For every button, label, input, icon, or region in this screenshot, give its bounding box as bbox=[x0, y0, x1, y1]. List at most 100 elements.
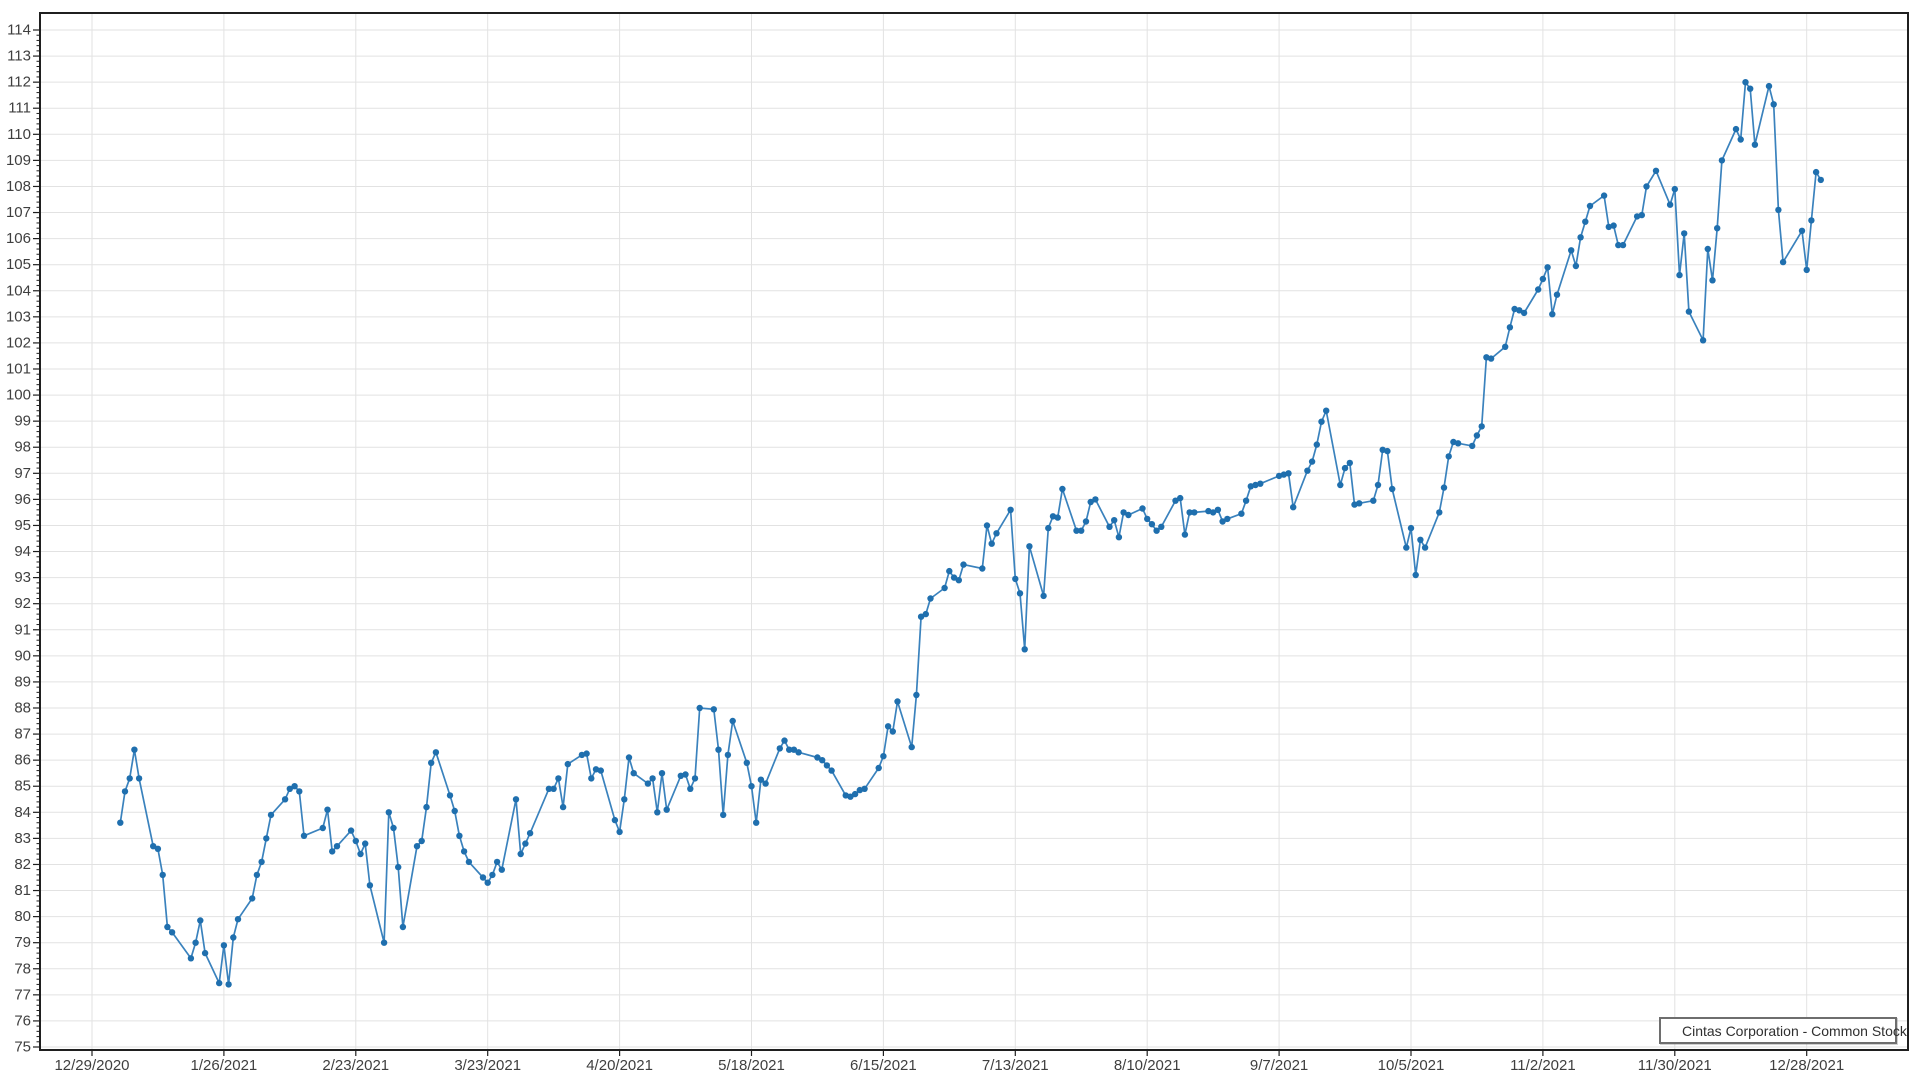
data-point-marker bbox=[654, 809, 661, 816]
data-point-marker bbox=[333, 843, 341, 850]
data-point-marker bbox=[1600, 192, 1608, 199]
data-point-marker bbox=[1582, 218, 1589, 225]
data-point-marker bbox=[814, 754, 821, 761]
data-point-marker bbox=[352, 837, 359, 845]
y-tick-label: 87 bbox=[14, 726, 31, 743]
data-point-marker bbox=[187, 955, 195, 962]
data-point-marker bbox=[1568, 247, 1575, 254]
data-point-marker bbox=[1577, 234, 1584, 241]
x-tick-label: 8/10/2021 bbox=[1114, 1057, 1181, 1074]
data-point-marker bbox=[1177, 494, 1184, 502]
x-tick-label: 10/5/2021 bbox=[1378, 1057, 1445, 1074]
data-point-marker bbox=[960, 561, 967, 568]
data-point-marker bbox=[1445, 453, 1452, 460]
y-tick-label: 88 bbox=[14, 699, 31, 716]
data-point-marker bbox=[795, 749, 802, 756]
y-tick-label: 104 bbox=[6, 282, 31, 299]
data-point-marker bbox=[296, 788, 303, 795]
data-point-marker bbox=[1412, 571, 1419, 579]
y-tick-label: 94 bbox=[14, 543, 31, 560]
x-tick-label: 7/13/2021 bbox=[982, 1057, 1049, 1074]
data-point-marker bbox=[1775, 206, 1782, 214]
data-point-marker bbox=[1553, 291, 1561, 298]
legend[interactable]: Cintas Corporation - Common Stock bbox=[1659, 1017, 1907, 1044]
data-point-marker bbox=[1092, 496, 1099, 503]
y-tick-label: 103 bbox=[6, 308, 31, 325]
data-point-marker bbox=[644, 780, 652, 787]
data-point-marker bbox=[1770, 101, 1777, 108]
data-point-marker bbox=[1779, 258, 1787, 266]
data-point-marker bbox=[1417, 536, 1424, 543]
data-point-marker bbox=[1535, 286, 1542, 293]
data-point-marker bbox=[917, 613, 925, 620]
y-tick-label: 89 bbox=[14, 673, 31, 690]
data-point-marker bbox=[1106, 523, 1113, 530]
data-point-marker bbox=[720, 811, 727, 819]
data-point-marker bbox=[682, 771, 689, 778]
data-point-marker bbox=[135, 775, 143, 782]
y-tick-label: 78 bbox=[14, 960, 31, 977]
data-point-marker bbox=[493, 858, 501, 866]
data-point-marker bbox=[583, 750, 590, 757]
data-point-marker bbox=[625, 754, 633, 761]
y-tick-label: 84 bbox=[14, 804, 31, 821]
data-point-marker bbox=[1209, 509, 1217, 516]
data-point-marker bbox=[418, 837, 425, 845]
data-point-marker bbox=[479, 874, 487, 881]
data-point-marker bbox=[993, 530, 1000, 537]
data-point-marker bbox=[1346, 459, 1354, 467]
y-tick-label: 92 bbox=[14, 595, 31, 612]
data-point-marker bbox=[192, 939, 199, 946]
data-point-marker bbox=[1808, 217, 1815, 224]
data-point-marker bbox=[362, 840, 369, 847]
y-tick-label: 79 bbox=[14, 934, 31, 951]
data-point-marker bbox=[696, 704, 703, 712]
data-point-marker bbox=[1718, 157, 1726, 164]
data-point-marker bbox=[267, 811, 275, 819]
x-tick-label: 11/2/2021 bbox=[1510, 1057, 1576, 1074]
data-point-marker bbox=[555, 775, 562, 782]
data-point-marker bbox=[1638, 211, 1646, 219]
y-tick-label: 100 bbox=[6, 387, 31, 404]
y-tick-label: 109 bbox=[6, 152, 31, 169]
data-point-marker bbox=[946, 567, 953, 575]
data-point-marker bbox=[1709, 277, 1716, 284]
data-point-marker bbox=[197, 917, 204, 924]
data-point-marker bbox=[588, 775, 595, 782]
data-point-marker bbox=[216, 979, 223, 987]
y-tick-label: 105 bbox=[6, 256, 31, 273]
data-point-marker bbox=[484, 879, 491, 886]
data-point-marker bbox=[1751, 141, 1759, 148]
data-point-marker bbox=[1454, 440, 1462, 447]
data-point-marker bbox=[658, 770, 666, 777]
data-point-marker bbox=[1073, 527, 1080, 534]
data-point-marker bbox=[465, 858, 473, 866]
data-point-marker bbox=[1676, 271, 1683, 279]
data-point-marker bbox=[1139, 505, 1146, 512]
y-tick-label: 90 bbox=[14, 647, 31, 664]
data-point-marker bbox=[1158, 523, 1165, 530]
data-point-marker bbox=[324, 806, 331, 813]
data-point-marker bbox=[1323, 407, 1330, 414]
data-point-marker bbox=[663, 806, 670, 813]
data-point-marker bbox=[1478, 423, 1485, 430]
data-point-marker bbox=[1007, 506, 1014, 513]
data-point-marker bbox=[428, 759, 435, 766]
data-point-marker bbox=[258, 858, 265, 866]
data-point-marker bbox=[828, 767, 835, 774]
data-point-marker bbox=[366, 882, 374, 889]
data-point-marker bbox=[1473, 432, 1481, 439]
data-point-marker bbox=[1421, 544, 1429, 551]
data-point-marker bbox=[743, 759, 750, 766]
data-point-marker bbox=[446, 792, 454, 799]
y-tick-label: 112 bbox=[7, 74, 31, 91]
data-point-marker bbox=[253, 871, 261, 879]
data-point-marker bbox=[1812, 168, 1820, 176]
data-point-marker bbox=[517, 850, 524, 858]
legend-series-label: Cintas Corporation - Common Stock bbox=[1682, 1022, 1907, 1039]
data-point-marker bbox=[748, 783, 755, 790]
data-point-marker bbox=[729, 717, 736, 725]
data-point-marker bbox=[201, 949, 209, 957]
y-tick-label: 113 bbox=[7, 48, 31, 65]
